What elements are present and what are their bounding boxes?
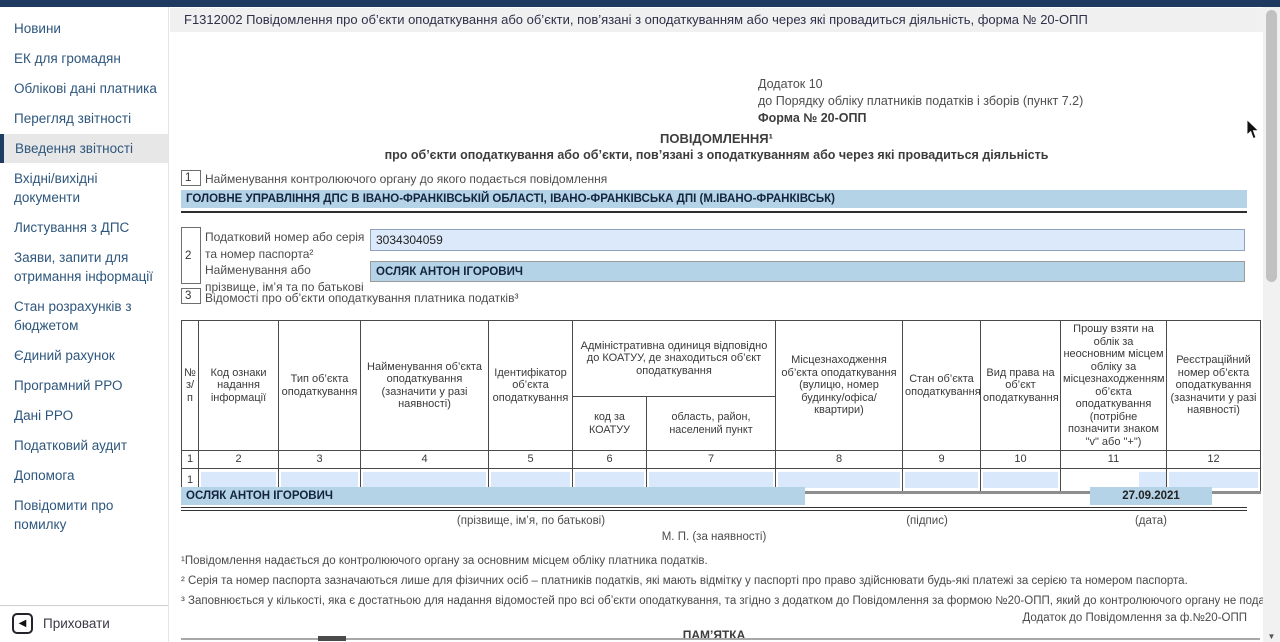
date-caption: (дата): [1134, 515, 1168, 527]
sign-caption: (підпис): [906, 515, 948, 527]
sidebar-item-podatkovyi-audyt[interactable]: Податковий аудит: [14, 438, 128, 453]
table-header-col5: Ідентифікатор об’єкта оподаткування: [488, 320, 573, 451]
signature-date-field[interactable]: 27.09.2021: [1090, 487, 1212, 505]
vertical-scrollbar[interactable]: ▼: [1263, 7, 1280, 642]
sidebar-item-zaiavy-zapyty[interactable]: Заяви, запити для отримання інформації: [14, 250, 154, 284]
col-num-9: 9: [902, 450, 981, 469]
field-object-type[interactable]: [281, 472, 358, 488]
taxpayer-name-field[interactable]: ОСЛЯК АНТОН ІГОРОВИЧ: [370, 261, 1245, 282]
col-num-10: 10: [980, 450, 1061, 469]
top-navy-bar: [0, 0, 1280, 7]
footnote-2: ² Серія та номер паспорта зазначаються л…: [181, 575, 1188, 587]
form-subtitle: про об’єкти оподаткування або об’єкти, п…: [384, 148, 1049, 162]
table-header-col9: Стан об’єкта оподаткування: [902, 320, 981, 451]
footnote-1: ¹Повідомлення надається до контролюючого…: [181, 555, 708, 567]
col-num-3: 3: [278, 450, 361, 469]
footnote-3: ³ Заповнюється у кількості, яка є достат…: [181, 595, 1263, 607]
table-header-col4: Найменування об’єкта оподаткування (зазн…: [360, 320, 489, 451]
signature-name-field[interactable]: ОСЛЯК АНТОН ІГОРОВИЧ: [181, 487, 805, 505]
table-header-col1: № з/п: [181, 320, 199, 451]
col-num-7: 7: [646, 450, 776, 469]
field-koatuu-code[interactable]: [575, 472, 644, 488]
col-num-11: 11: [1060, 450, 1167, 469]
sidebar-item-oblikovi-dani[interactable]: Облікові дані платника: [14, 81, 157, 96]
table-header-col10: Вид права на об’єкт оподаткування: [980, 320, 1061, 451]
field-object-id[interactable]: [491, 472, 570, 488]
sidebar-item-ek-hromadyan[interactable]: ЕК для громадян: [14, 51, 121, 66]
sidebar-item-vvedennia-zvitnosti[interactable]: Введення звітності: [0, 134, 168, 163]
row3-number-box: 3: [181, 288, 201, 304]
sidebar-collapse-button[interactable]: ◀ Приховати: [0, 605, 168, 641]
memo-table-fragment: [318, 636, 346, 641]
col-num-6: 6: [572, 450, 647, 469]
footnotes: ¹Повідомлення надається до контролюючого…: [181, 554, 1263, 614]
signature-line: [181, 507, 1247, 511]
sidebar-item-yedynyi-rakhunok[interactable]: Єдиний рахунок: [14, 348, 115, 363]
annex-line-2: до Порядку обліку платників податків і з…: [758, 94, 1084, 108]
scroll-down-arrow-icon[interactable]: ▼: [1267, 632, 1276, 641]
row1-label: Найменування контролюючого органу до яко…: [205, 172, 608, 186]
form-header-bar: F1312002 Повідомлення про об’єкти оподат…: [170, 8, 1263, 32]
table-header-col3: Тип об’єкта оподаткування: [278, 320, 361, 451]
table-header-col12: Реєстраційний номер об’єкта оподаткуванн…: [1166, 320, 1261, 451]
sidebar-item-prohramnyi-rro[interactable]: Програмний РРО: [14, 378, 123, 393]
table-header-col2: Код ознаки надання інформації: [198, 320, 279, 451]
col-num-2: 2: [198, 450, 279, 469]
field-secondary-place-checkbox[interactable]: [1139, 472, 1166, 488]
collapse-label: Приховати: [43, 616, 110, 631]
scrollbar-thumb[interactable]: [1266, 10, 1277, 282]
sidebar-item-perehliad-zvitnosti[interactable]: Перегляд звітності: [14, 111, 132, 126]
tax-number-input[interactable]: 3034304059: [370, 229, 1245, 251]
controlling-authority-field[interactable]: ГОЛОВНЕ УПРАВЛІННЯ ДПС В ІВАНО-ФРАНКІВСЬ…: [181, 190, 1247, 208]
field-object-name[interactable]: [363, 472, 486, 488]
table-header-col11: Прошу взяти на облік за неосновним місце…: [1060, 320, 1167, 451]
row2-tax-label: Податковий номер або серія та номер пасп…: [205, 230, 365, 261]
col-num-4: 4: [360, 450, 489, 469]
field-object-state[interactable]: [905, 472, 978, 488]
sidebar-item-vkhidni-vykhidni[interactable]: Вхідні/вихідні документи: [14, 171, 98, 205]
table-header-col7: область, район, населений пункт: [646, 396, 776, 451]
sidebar-item-dopomoha[interactable]: Допомога: [14, 468, 75, 483]
row2-name-label: Найменування або прізвище, ім’я та по ба…: [205, 263, 364, 294]
annex-line-1: Додаток 10: [758, 77, 823, 91]
field-info-code[interactable]: [201, 472, 276, 488]
sidebar-item-novyny[interactable]: Новини: [14, 21, 61, 36]
main-content: F1312002 Повідомлення про об’єкти оподат…: [170, 7, 1263, 642]
memo-table-top-border: [181, 638, 1260, 640]
sidebar-item-lystuvannia-dps[interactable]: Листування з ДПС: [14, 220, 130, 235]
table-header-group-koatuu: Адміністративна одиниця відповідно до КО…: [572, 319, 776, 398]
field-location[interactable]: [778, 472, 900, 488]
sidebar: Новини ЕК для громадян Облікові дані пла…: [0, 7, 169, 642]
collapse-arrow-icon: ◀: [12, 613, 33, 634]
divider-line: [181, 211, 1247, 213]
annex-note: Додаток до Повідомлення за ф.№20-ОПП: [1022, 612, 1248, 624]
field-registration-number[interactable]: [1169, 472, 1258, 488]
stamp-caption: М. П. (за наявності): [661, 531, 767, 543]
sidebar-item-dani-rro[interactable]: Дані РРО: [14, 408, 74, 423]
sidebar-nav: Новини ЕК для громадян Облікові дані пла…: [0, 7, 168, 534]
table-column-numbers-row: 1 2 3 4 5 6 7 8 9 10 11 12: [181, 450, 1261, 469]
field-region[interactable]: [649, 472, 773, 488]
name-caption: (прізвище, ім’я, по батькові): [456, 515, 606, 527]
sidebar-item-povidomyty-pomylku[interactable]: Повідомити про помилку: [14, 498, 114, 532]
sidebar-item-stan-rozrakhunkiv[interactable]: Стан розрахунків з бюджетом: [14, 299, 132, 333]
row1-number-box: 1: [181, 170, 201, 186]
annex-block: Додаток 10 до Порядку обліку платників п…: [758, 76, 1083, 127]
annex-line-3: Форма № 20-ОПП: [758, 111, 867, 125]
col-num-8: 8: [775, 450, 903, 469]
row2-number-box: 2: [181, 227, 201, 284]
col-num-12: 12: [1166, 450, 1261, 469]
field-right-type[interactable]: [983, 472, 1058, 488]
objects-table: № з/п Код ознаки надання інформації Тип …: [181, 319, 1261, 494]
row3-label: Відомості про об’єкти оподаткування плат…: [205, 291, 519, 305]
col-num-1: 1: [181, 450, 199, 469]
form-title: ПОВІДОМЛЕННЯ¹: [660, 131, 773, 146]
col-num-5: 5: [488, 450, 573, 469]
table-header-col8: Місцезнаходження об’єкта оподаткування (…: [775, 320, 903, 451]
table-header-col6: код за КОАТУУ: [572, 396, 647, 451]
